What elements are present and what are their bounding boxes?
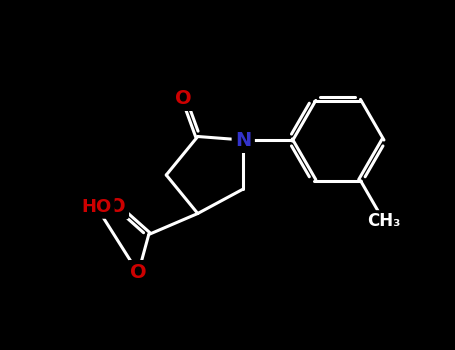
Text: O: O [130, 264, 147, 282]
Text: HO: HO [81, 197, 111, 216]
Text: CH₃: CH₃ [367, 212, 401, 230]
Text: O: O [176, 89, 192, 107]
Text: O: O [109, 197, 126, 216]
Text: N: N [235, 131, 251, 149]
